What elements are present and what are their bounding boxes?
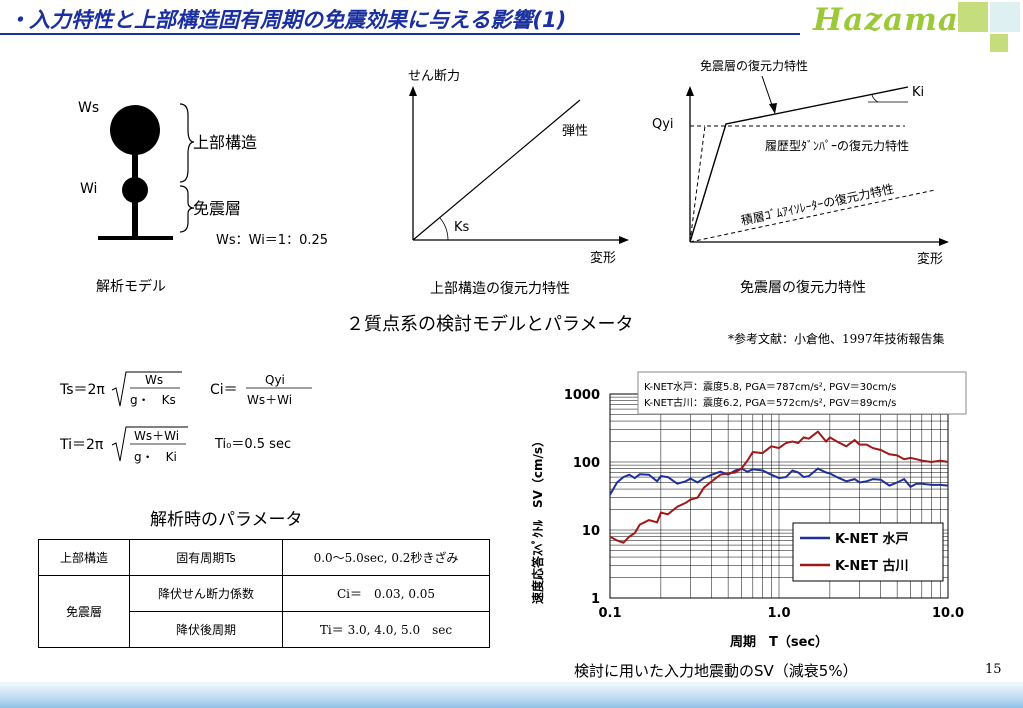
reference-note: *参考文献：小倉他、1997年技術報告集 (728, 332, 945, 346)
model-caption: 解析モデル (96, 278, 166, 295)
row-name: 降伏後周期 (129, 611, 283, 648)
ci-denominator: Ws＋Wi (247, 393, 292, 407)
slide-title: ・入力特性と上部構造固有周期の免震効果に与える影響(1) (8, 8, 567, 32)
y-tick-label: 10 (582, 524, 600, 539)
row-value: Ci＝ 0.03, 0.05 (282, 575, 490, 612)
section-title: ２質点系の検討モデルとパラメータ (346, 314, 634, 335)
y-axis-arrow (409, 86, 417, 96)
y-tick-label: 1000 (564, 388, 600, 403)
ks-angle-arc (439, 217, 449, 241)
annotation-line-2: K-NET古川：震度6.2, PGA＝572cm/s², PGV＝89cm/s (644, 396, 896, 409)
params-title: 解析時のパラメータ (150, 510, 303, 530)
legend-label-mito: K-NET 水戸 (835, 531, 909, 547)
upper-structure-label: 上部構造 (193, 133, 257, 152)
isolation-mass (122, 177, 148, 203)
row-name: 固有周期Ts (129, 539, 283, 576)
upper-graph-caption: 上部構造の復元力特性 (430, 280, 570, 297)
x-axis-arrow (619, 236, 629, 244)
ts-sqrt (111, 371, 182, 407)
hazama-logo: Hazama (813, 2, 959, 38)
chart-series (609, 430, 949, 544)
weight-ratio: Ws：Wi＝1：0.25 (216, 233, 328, 248)
chart-caption: 検討に用いた入力地震動のSV（減衰5%） (574, 662, 858, 680)
upper-brace (179, 103, 195, 183)
upper-mass (110, 105, 160, 155)
chart-grid (610, 394, 948, 598)
ki-label: Ki (912, 85, 924, 100)
logo-square-3 (990, 34, 1008, 52)
formula-block: Ts＝2π Ws g・ Ks Ci＝ Qyi Ws＋Wi Ti＝2π Ws＋Wi… (59, 371, 312, 464)
table-row: 免震層 降伏せん断力係数 Ci＝ 0.03, 0.05 (38, 575, 490, 648)
title-rule (0, 33, 800, 35)
ti-denominator: g・ Ki (134, 450, 177, 464)
iso-pointer (761, 75, 774, 109)
elastic-label: 弾性 (562, 124, 588, 139)
lower-brace (179, 185, 195, 233)
legend-box (792, 522, 944, 582)
chart-y-label: 速度応答ｽﾍﾟｸﾄﾙ SV（cm/s） (530, 435, 545, 604)
ts-numerator: Ws (145, 373, 163, 387)
ti-numerator: Ws＋Wi (134, 429, 179, 443)
annotation-box (637, 371, 967, 415)
isolation-layer-graph: 免震層の復元力特性 Qyi Ki 履歴型ﾀﾞﾝﾊﾟｰの復元力特性 積層ｺﾞﾑｱｲ… (652, 58, 949, 296)
table-row: 上部構造 固有周期Ts 0.0～5.0sec, 0.2秒きざみ (38, 539, 490, 576)
page-number: 15 (985, 662, 1002, 677)
iso-graph-caption: 免震層の復元力特性 (740, 279, 866, 296)
ci-formula-lhs: Ci＝ (210, 382, 238, 398)
hysteretic-label: 履歴型ﾀﾞﾝﾊﾟｰの復元力特性 (765, 138, 909, 153)
qyi-label: Qyi (652, 117, 674, 132)
table-row: 降伏後周期 Ti＝ 3.0, 4.0, 5.0 sec (39, 611, 490, 648)
row-name: 降伏せん断力係数 (129, 575, 283, 612)
row-value: Ti＝ 3.0, 4.0, 5.0 sec (282, 611, 490, 648)
iso-top-label: 免震層の復元力特性 (700, 58, 808, 73)
footer-band (0, 686, 1023, 708)
legend-label-furukawa: K-NET 古川 (835, 558, 909, 574)
row-group: 上部構造 (38, 539, 130, 576)
x-tick-label: 0.1 (598, 606, 621, 621)
ti0-value: Ti₀＝0.5 sec (214, 437, 291, 452)
series-line-1 (609, 430, 949, 544)
chart-x-label: 周期 T（sec） (730, 634, 828, 650)
ts-formula-lhs: Ts＝2π (59, 382, 105, 398)
sv-spectrum-chart: 速度応答ｽﾍﾟｸﾄﾙ SV（cm/s） 0.1 1.0 10.0 1 10 100 1000… (530, 371, 967, 650)
ti-formula-lhs: Ti＝2π (59, 437, 104, 453)
x-tick-label: 1.0 (767, 606, 790, 621)
ci-numerator: Qyi (265, 373, 285, 387)
analysis-model-diagram: Ws Wi 上部構造 免震層 Ws：Wi＝1：0.25 解析モデル (78, 100, 328, 295)
bilinear-solid-line (689, 86, 909, 243)
params-table: 上部構造 固有周期Ts 0.0～5.0sec, 0.2秒きざみ 免震層 降伏せん… (38, 539, 490, 648)
iso-y-axis-arrow (686, 86, 694, 96)
ki-angle-arc (871, 94, 879, 103)
logo-square-2 (990, 2, 1020, 32)
ti-sqrt (111, 426, 188, 462)
row-group: 免震層 (38, 575, 130, 648)
series-line-0 (609, 467, 949, 496)
ws-label: Ws (78, 100, 99, 116)
upper-structure-graph: せん断力 弾性 Ks 変形 上部構造の復元力特性 (408, 69, 629, 297)
ks-label: Ks (454, 220, 470, 235)
base-line (98, 236, 173, 240)
footer-highlight (0, 682, 1023, 686)
rubber-label: 積層ｺﾞﾑｱｲｿﾚｰﾀｰの復元力特性 (740, 181, 896, 228)
iso-pointer-head (769, 103, 777, 114)
logo-square-1 (958, 2, 988, 32)
row-value: 0.0～5.0sec, 0.2秒きざみ (282, 539, 490, 576)
y-tick-label: 100 (573, 456, 600, 471)
hysteretic-dashed-line (689, 125, 905, 243)
deformation-label: 変形 (590, 250, 616, 266)
elastic-line (412, 99, 581, 241)
annotation-line-1: K-NET水戸：震度5.8, PGA＝787cm/s², PGV＝30cm/s (644, 380, 896, 393)
y-tick-label: 1 (591, 592, 600, 607)
isolation-layer-label: 免震層 (193, 199, 241, 218)
chart-ticks: 0.1 1.0 10.0 1 10 100 1000 (564, 388, 964, 621)
iso-x-axis-arrow (939, 238, 949, 246)
wi-label: Wi (80, 181, 97, 197)
x-tick-label: 10.0 (932, 606, 964, 621)
iso-deformation-label: 変形 (917, 251, 943, 267)
shear-force-label: せん断力 (408, 69, 460, 84)
ts-denominator: g・ Ks (130, 393, 176, 407)
